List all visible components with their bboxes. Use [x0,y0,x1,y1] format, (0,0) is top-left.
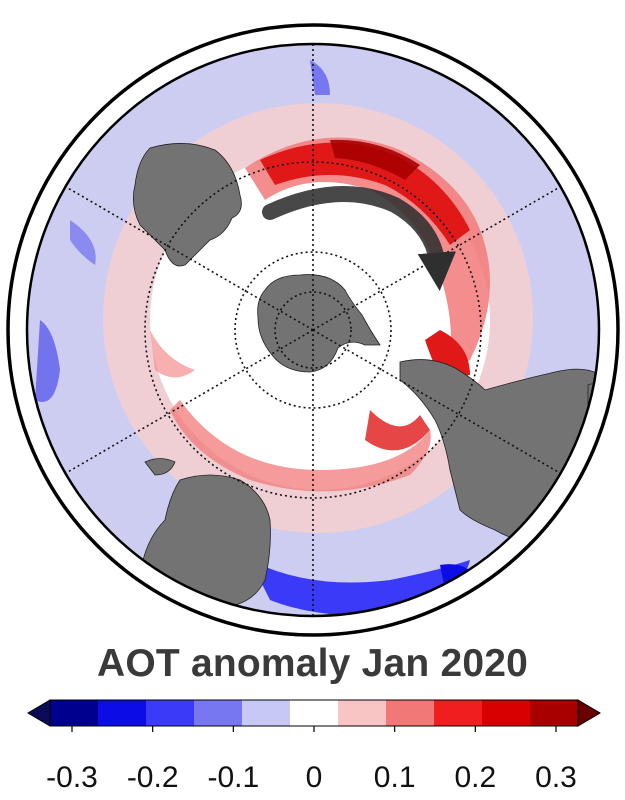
colorbar-tick-label: -0.2 [127,761,179,794]
antarctica [257,274,381,373]
new-zealand [144,458,176,476]
map-inner-ring [25,42,601,618]
colorbar-tick-label: -0.3 [46,761,98,794]
colorbar-tick-label: 0 [306,761,323,794]
colorbar-bin [530,700,579,726]
red-anomaly-band [150,137,490,492]
transport-arrow [262,186,456,291]
colorbar-tick-label: 0.3 [535,761,577,794]
colorbar-bin [290,700,339,726]
land-masses [132,143,599,611]
australia [139,474,271,611]
south-polar-map [6,23,620,637]
colorbar-segments [27,699,601,727]
colorbar-bin [146,700,195,726]
colorbar-extend-low [27,699,51,727]
map-title: AOT anomaly Jan 2020 [96,642,529,685]
colorbar-tick-label: -0.1 [207,761,259,794]
graticule [65,44,561,616]
colorbar-bin [434,700,483,726]
colorbar-bin [242,700,291,726]
colorbar-ticks: -0.3 -0.2 -0.1 0 0.1 0.2 0.3 [46,726,577,794]
colorbar-bin [98,700,147,726]
colorbar: -0.3 -0.2 -0.1 0 0.1 0.2 0.3 [27,699,601,794]
colorbar-bin [338,700,387,726]
colorbar-tick-label: 0.2 [454,761,496,794]
colorbar-tick-label: 0.1 [374,761,416,794]
colorbar-bin [386,700,435,726]
colorbar-extend-high [577,699,601,727]
south-america [132,143,242,267]
colorbar-bin [50,700,99,726]
colorbar-bin [194,700,243,726]
colorbar-bin [482,700,531,726]
